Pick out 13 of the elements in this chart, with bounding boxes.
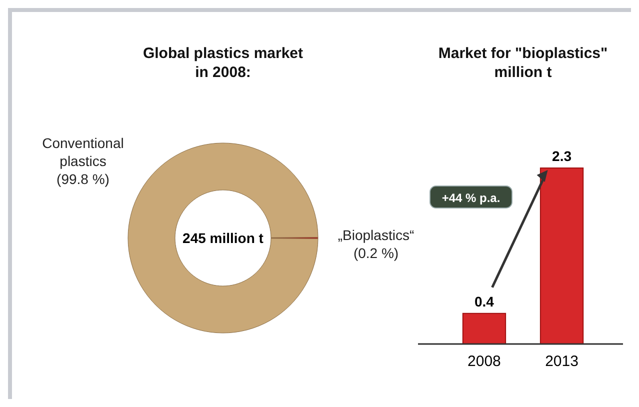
x-tick-label: 2013	[545, 353, 578, 370]
slice-label: „Bioplastics“	[338, 227, 414, 243]
data-label: (99.8 %)	[56, 171, 110, 187]
donut-slice	[128, 142, 318, 334]
slice-label: Conventional plastics	[42, 135, 124, 169]
data-label: 0.4	[474, 293, 494, 310]
annotation: +44 % p.a.	[442, 191, 500, 205]
x-tick-label: 2008	[468, 353, 501, 370]
text: 245 million t	[182, 230, 264, 246]
data-label: 2.3	[552, 148, 572, 164]
chart-title: Market for "bioplastics" million t	[438, 45, 608, 81]
chart-title: Global plastics market in 2008:	[142, 45, 304, 81]
data-label: (0.2 %)	[353, 245, 399, 261]
